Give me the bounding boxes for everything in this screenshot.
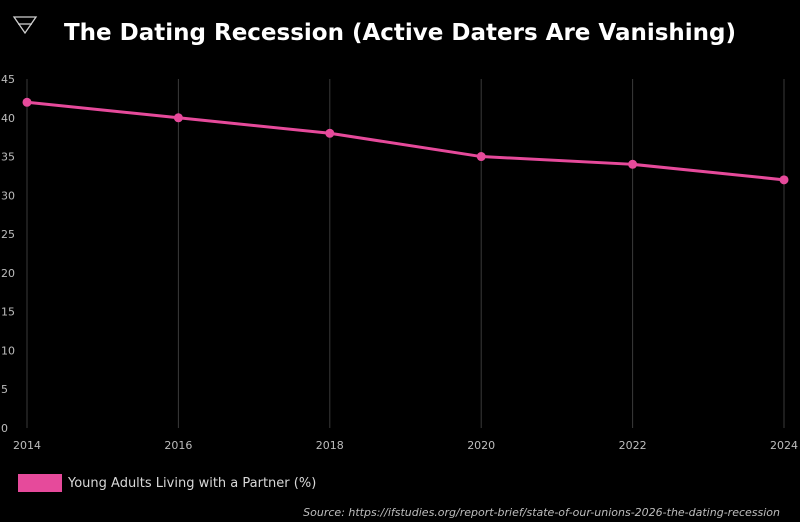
source-note: Source: https://ifstudies.org/report-bri… (303, 506, 780, 519)
y-tick-label: 0 (1, 422, 8, 435)
x-tick-label: 2020 (467, 439, 495, 452)
data-point (779, 175, 789, 185)
series-line (26, 100, 785, 182)
triangle-logo-icon (12, 16, 38, 35)
y-tick-label: 5 (1, 383, 8, 396)
chart-title: The Dating Recession (Active Daters Are … (63, 20, 737, 46)
x-tick-label: 2014 (13, 439, 41, 452)
legend-swatch (18, 474, 62, 492)
x-tick-label: 2024 (770, 439, 798, 452)
line-chart: 0 5 10 15 20 25 30 35 40 45 2014 2016 2018 2020 2022 20… (1, 73, 798, 452)
y-tick-label: 25 (1, 228, 15, 241)
y-tick-label: 15 (1, 306, 15, 319)
y-tick-label: 35 (1, 151, 15, 164)
legend[interactable]: Young Adults Living with a Partner (%) (18, 474, 316, 492)
legend-label: Young Adults Living with a Partner (%) (68, 475, 317, 491)
y-tick-label: 10 (1, 344, 15, 357)
x-tick-label: 2018 (316, 439, 344, 452)
data-point (173, 113, 183, 123)
x-tick-label: 2022 (619, 439, 647, 452)
data-point (325, 128, 335, 138)
y-tick-label: 45 (1, 73, 15, 86)
y-tick-label: 30 (1, 189, 15, 202)
y-tick-label: 40 (1, 112, 15, 125)
y-tick-label: 20 (1, 267, 15, 280)
data-point (22, 97, 32, 107)
x-tick-label: 2016 (164, 439, 192, 452)
data-point (476, 152, 486, 162)
data-point (628, 159, 638, 169)
